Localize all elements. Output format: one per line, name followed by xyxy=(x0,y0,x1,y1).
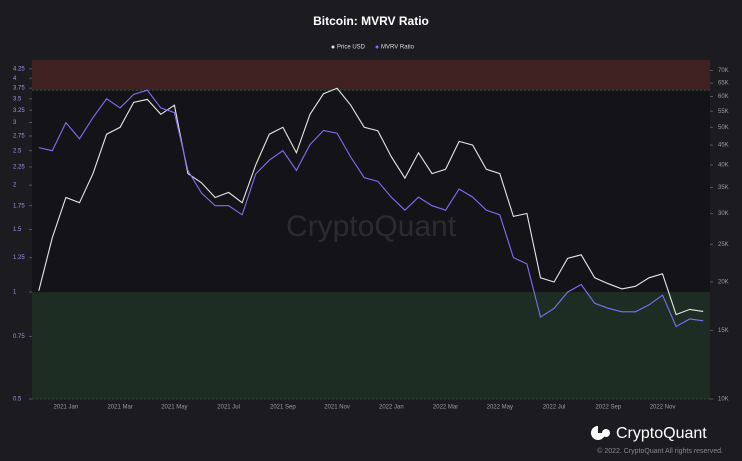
y-tick-label: 1.5 xyxy=(13,227,22,233)
y-tick-label: 4.25 xyxy=(13,66,25,72)
y2-tick-label: 60K xyxy=(718,94,729,100)
x-tick-label: 2021 Jan xyxy=(54,405,79,411)
zone xyxy=(32,60,710,91)
y-tick-label: 2.5 xyxy=(13,148,22,154)
y2-tick-label: 35K xyxy=(718,185,729,191)
y-tick-label: 4 xyxy=(13,76,17,82)
y-tick-label: 1 xyxy=(13,290,17,296)
y-tick-label: 3.25 xyxy=(13,108,25,114)
y2-tick-label: 15K xyxy=(718,328,729,334)
y2-tick-label: 25K xyxy=(718,242,729,248)
y2-tick-label: 45K xyxy=(718,143,729,149)
x-tick-label: 2022 Jul xyxy=(543,405,566,411)
line-series xyxy=(38,89,704,328)
legend-label: Price USD xyxy=(337,45,366,51)
y2-tick-label: 10K xyxy=(718,397,729,403)
y2-tick-label: 70K xyxy=(718,68,729,74)
x-tick-label: 2022 Jan xyxy=(379,405,404,411)
y-tick-label: 1.25 xyxy=(13,255,25,261)
chart-title: Bitcoin: MVRV Ratio xyxy=(313,14,429,28)
y-tick-label: 0.75 xyxy=(13,334,25,340)
y2-tick-label: 40K xyxy=(718,163,729,169)
watermark: CryptoQuant xyxy=(286,210,457,243)
legend-label: MVRV Ratio xyxy=(381,45,415,51)
x-tick-label: 2021 Sep xyxy=(270,405,296,411)
y-tick-label: 3.5 xyxy=(13,96,22,102)
line-series xyxy=(38,87,704,316)
zone xyxy=(32,292,710,399)
y-tick-label: 1.75 xyxy=(13,203,25,209)
y-tick-label: 2 xyxy=(13,183,17,189)
y2-tick-label: 65K xyxy=(718,81,729,87)
y-tick-label: 2.25 xyxy=(13,165,25,171)
x-tick-label: 2022 Sep xyxy=(595,405,621,411)
x-tick-label: 2021 Jul xyxy=(217,405,240,411)
y2-tick-label: 50K xyxy=(718,125,729,131)
y-tick-label: 0.5 xyxy=(13,397,22,403)
copyright: © 2022. CryptoQuant All rights reserved. xyxy=(597,447,723,455)
brand: CryptoQuant xyxy=(616,425,707,442)
x-tick-label: 2021 Mar xyxy=(107,405,132,411)
brand-logo xyxy=(591,426,610,440)
x-tick-label: 2022 May xyxy=(487,405,513,411)
y-tick-label: 3.75 xyxy=(13,86,25,92)
legend-marker xyxy=(375,45,379,49)
y-tick-label: 2.75 xyxy=(13,134,25,140)
legend-marker xyxy=(331,45,335,49)
y-tick-label: 3 xyxy=(13,120,17,126)
y2-tick-label: 20K xyxy=(718,280,729,286)
y2-tick-label: 30K xyxy=(718,211,729,217)
x-tick-label: 2021 Nov xyxy=(324,405,350,411)
y2-tick-label: 55K xyxy=(718,109,729,115)
x-tick-label: 2022 Mar xyxy=(433,405,458,411)
x-tick-label: 2021 May xyxy=(161,405,187,411)
x-tick-label: 2022 Nov xyxy=(650,405,676,411)
